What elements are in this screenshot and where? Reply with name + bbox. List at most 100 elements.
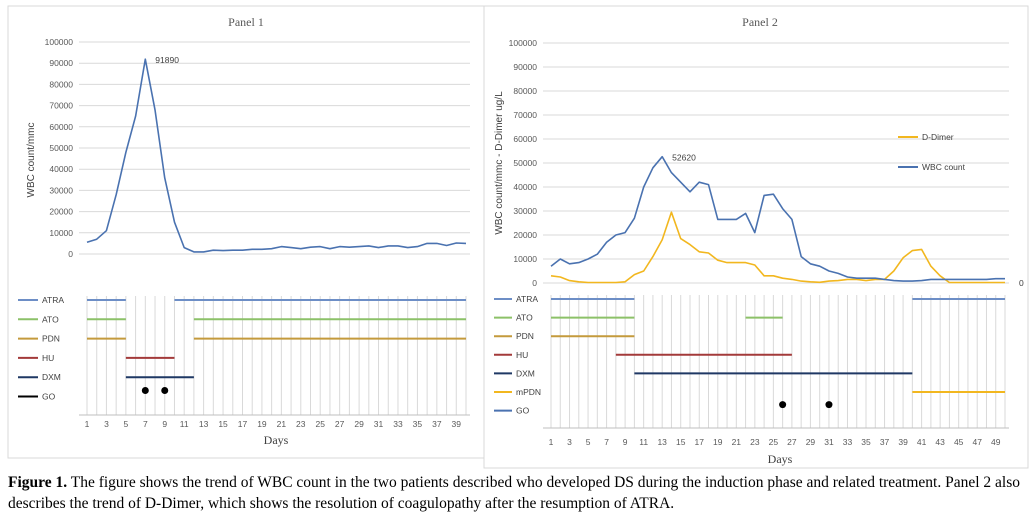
caption-text: The figure shows the trend of WBC count … [8,474,1021,512]
x-tick-label: 23 [296,419,306,429]
y-tick-label: 60000 [513,134,537,144]
y-tick-label: 60000 [49,122,73,132]
panel-1-frame [7,5,485,459]
x-tick-label: 15 [676,437,686,447]
x-tick-label: 39 [452,419,462,429]
x-tick-label: 17 [695,437,705,447]
x-tick-label: 5 [124,419,129,429]
panel-1-series [86,58,467,253]
legend-label: WBC count [922,162,966,172]
y-tick-label: 80000 [49,79,73,89]
y-tick-label: 0 [532,278,537,288]
caption-label: Figure 1. [8,474,68,491]
x-tick-label: 35 [861,437,871,447]
x-tick-label: 37 [880,437,890,447]
x-tick-label: 1 [85,419,90,429]
panel-2-xticks: 1 3 5 7 9 11 13 15 17 19 21 23 25 27 29 31 33 35 37 39 41 43 4… [549,437,1001,447]
x-tick-label: 21 [277,419,287,429]
panel-1-annotations: 91890 [155,55,179,65]
treatment-label: GO [516,406,530,416]
x-tick-label: 47 [972,437,982,447]
y-tick-label: 10000 [513,254,537,264]
x-tick-label: 41 [917,437,927,447]
x-tick-label: 49 [991,437,1001,447]
data-label: 52620 [672,153,696,163]
series-line-d-dimer [550,211,1005,284]
panel-2-grid [543,42,1009,284]
x-tick-label: 9 [162,419,167,429]
series-line-wbc-count [86,58,467,253]
x-tick-label: 7 [604,437,609,447]
treatment-label: ATRA [516,294,538,304]
treatment-dot [779,401,787,409]
y-tick-label: 30000 [49,185,73,195]
x-tick-label: 43 [935,437,945,447]
treatment-label: mPDN [516,387,541,397]
treatment-label: ATO [516,313,533,323]
treatment-label: DXM [516,368,535,378]
treatment-label: HU [42,353,54,363]
panel-1-title: Panel 1 [228,15,264,29]
x-tick-label: 25 [315,419,325,429]
x-tick-label: 5 [586,437,591,447]
y-tick-label: 50000 [513,158,537,168]
x-tick-label: 37 [432,419,442,429]
x-tick-label: 15 [218,419,228,429]
panel-1-ylabel: WBC count/mmc [26,122,37,197]
y-tick-label: 90000 [49,58,73,68]
figure-canvas: Panel 1 WBC count/mmc Days 0100002000030… [7,5,1029,469]
x-tick-label: 25 [769,437,779,447]
x-tick-label: 27 [335,419,345,429]
figure-caption: Figure 1. The figure shows the trend of … [8,472,1026,514]
x-tick-label: 29 [354,419,364,429]
panel-2-yticks: 0 10000 20000 30000 40000 50000 60000 70000 8000… [509,38,538,288]
x-tick-label: 3 [104,419,109,429]
x-tick-label: 19 [713,437,723,447]
treatment-dot [161,387,169,394]
panel-1-xticks: 1 3 5 7 9 11 13 15 17 19 21 23 25 27 29 31 33 35 37 39 [85,419,462,429]
x-tick-label: 3 [567,437,572,447]
x-tick-label: 11 [639,437,648,447]
panel-2-annotations: 52620 0 [672,153,1024,288]
y-tick-label: 30000 [513,206,537,216]
x-tick-label: 13 [657,437,667,447]
x-tick-label: 35 [413,419,423,429]
x-tick-label: 27 [787,437,797,447]
y-tick-label: 100000 [45,37,74,47]
panel-2-title: Panel 2 [742,15,778,29]
y-tick-label: 70000 [513,110,537,120]
y-tick-label: 90000 [513,62,537,72]
treatment-label: PDN [42,334,60,344]
x-tick-label: 9 [623,437,628,447]
treatment-label: ATO [42,314,59,324]
panel-1-treatment-grid [79,296,470,416]
x-tick-label: 7 [143,419,148,429]
x-tick-label: 19 [257,419,267,429]
x-tick-label: 45 [954,437,964,447]
y-tick-label: 10000 [49,228,73,238]
y-tick-label: 80000 [513,86,537,96]
x-tick-label: 29 [806,437,816,447]
data-label: 91890 [155,55,179,65]
panel-2-ylabel: WBC count/mmc - D-Dimer ug/L [494,91,505,235]
treatment-label: PDN [516,331,534,341]
panel-1-yticks: 0 10000 20000 30000 40000 50000 60000 70000 8000… [45,37,74,259]
treatment-label: DXM [42,372,61,382]
data-label: 0 [1019,278,1024,288]
y-tick-label: 100000 [509,38,538,48]
y-tick-label: 70000 [49,101,73,111]
y-tick-label: 40000 [49,164,73,174]
series-line-wbc-count [550,155,1005,282]
x-tick-label: 11 [180,419,189,429]
x-tick-label: 1 [549,437,554,447]
y-tick-label: 20000 [513,230,537,240]
panel-1-treatments: ATRA ATO PDN HU DXM GO [18,295,466,402]
treatment-label: GO [42,392,56,402]
x-tick-label: 39 [898,437,908,447]
panel-2-treatments: ATRA ATO PDN HU DXM mPDN GO [494,294,1005,416]
panel-1: Panel 1 WBC count/mmc Days 0100002000030… [7,5,485,459]
x-tick-label: 33 [843,437,853,447]
x-tick-label: 31 [374,419,384,429]
panel-2: Panel 2 WBC count/mmc - D-Dimer ug/L Day… [483,5,1029,469]
x-tick-label: 13 [199,419,209,429]
